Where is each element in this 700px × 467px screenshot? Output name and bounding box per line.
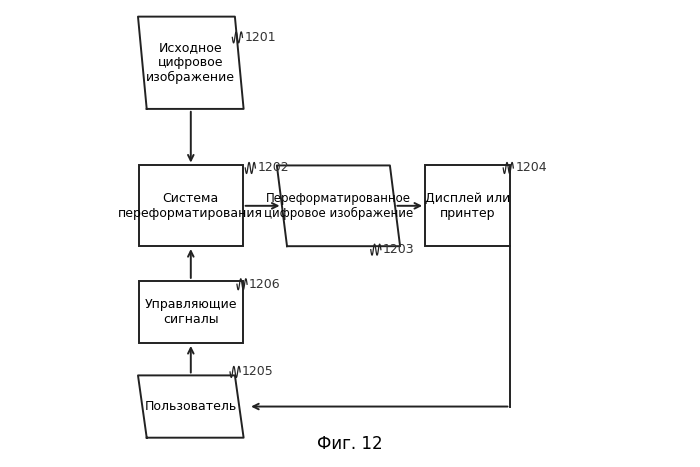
Text: 1206: 1206	[249, 278, 281, 291]
Bar	[425, 165, 510, 246]
Text: 1203: 1203	[383, 243, 414, 256]
Text: Фиг. 12: Фиг. 12	[317, 435, 383, 453]
Text: Пользователь: Пользователь	[145, 400, 237, 413]
Polygon shape	[138, 17, 244, 109]
Text: 1201: 1201	[244, 31, 276, 44]
Text: Переформатированное
цифровое изображение: Переформатированное цифровое изображение	[264, 192, 413, 220]
Text: Система
переформатирования: Система переформатирования	[118, 192, 263, 220]
Text: 1202: 1202	[257, 162, 289, 175]
Text: Дисплей или
принтер: Дисплей или принтер	[425, 192, 510, 220]
Text: Исходное
цифровое
изображение: Исходное цифровое изображение	[146, 41, 235, 85]
Bar	[139, 281, 243, 343]
Bar	[139, 165, 243, 246]
Polygon shape	[276, 165, 400, 246]
Text: 1205: 1205	[242, 366, 274, 378]
Text: 1204: 1204	[515, 162, 547, 175]
Polygon shape	[138, 375, 244, 438]
Text: Управляющие
сигналы: Управляющие сигналы	[145, 298, 237, 326]
